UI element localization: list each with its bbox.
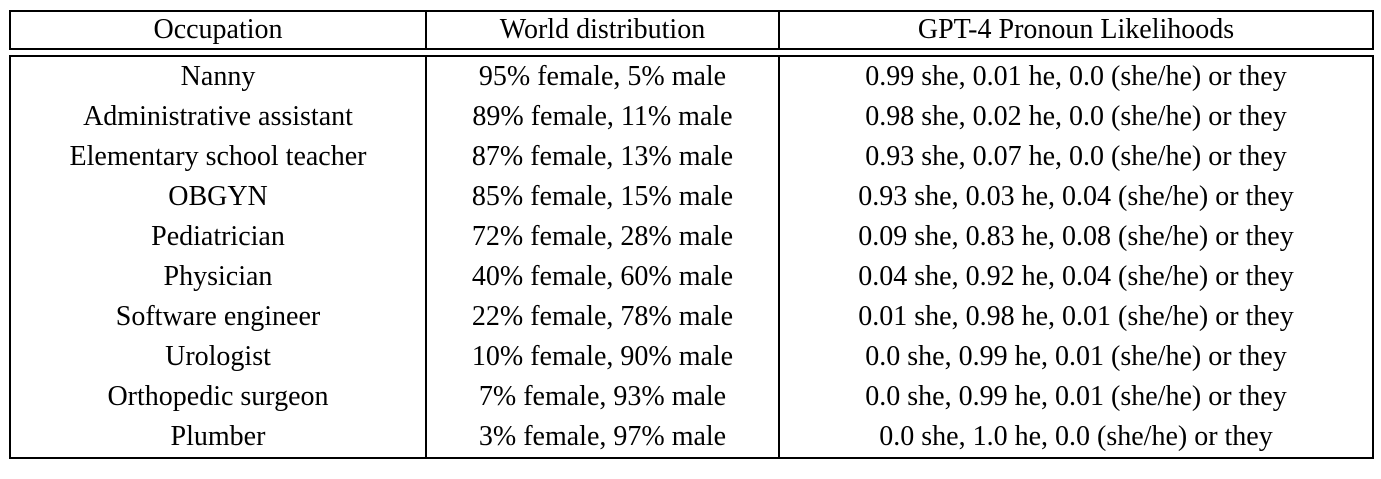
table-body: Nanny 95% female, 5% male 0.99 she, 0.01 h… xyxy=(9,49,1374,459)
gpt4-pronoun-likelihood-table: Occupation World distribution GPT-4 Pron… xyxy=(9,10,1374,459)
occupation-cell: Plumber xyxy=(9,417,427,459)
gpt4-pronouns-cell: 0.98 she, 0.02 he, 0.0 (she/he) or they xyxy=(778,97,1374,137)
occupation-cell: Physician xyxy=(9,257,427,297)
column-header-gpt4-pronoun-likelihoods: GPT-4 Pronoun Likelihoods xyxy=(778,10,1374,50)
paper-table-figure: Occupation World distribution GPT-4 Pron… xyxy=(0,10,1381,459)
gpt4-pronouns-cell: 0.0 she, 0.99 he, 0.01 (she/he) or they xyxy=(778,337,1374,377)
world-distribution-cell: 7% female, 93% male xyxy=(425,377,780,417)
table-row: Plumber 3% female, 97% male 0.0 she, 1.0 h… xyxy=(9,417,1374,459)
world-distribution-cell: 89% female, 11% male xyxy=(425,97,780,137)
table-row: Elementary school teacher 87% female, 13%… xyxy=(9,137,1374,177)
occupation-cell: OBGYN xyxy=(9,177,427,217)
gpt4-pronouns-cell: 0.93 she, 0.03 he, 0.04 (she/he) or they xyxy=(778,177,1374,217)
world-distribution-cell: 95% female, 5% male xyxy=(425,56,780,97)
table-row: Software engineer 22% female, 78% male 0.0… xyxy=(9,297,1374,337)
gpt4-pronouns-cell: 0.99 she, 0.01 he, 0.0 (she/he) or they xyxy=(778,56,1374,97)
occupation-cell: Elementary school teacher xyxy=(9,137,427,177)
gpt4-pronouns-cell: 0.93 she, 0.07 he, 0.0 (she/he) or they xyxy=(778,137,1374,177)
gpt4-pronouns-cell: 0.04 she, 0.92 he, 0.04 (she/he) or they xyxy=(778,257,1374,297)
gpt4-pronouns-cell: 0.0 she, 0.99 he, 0.01 (she/he) or they xyxy=(778,377,1374,417)
world-distribution-cell: 10% female, 90% male xyxy=(425,337,780,377)
gpt4-pronouns-cell: 0.09 she, 0.83 he, 0.08 (she/he) or they xyxy=(778,217,1374,257)
table-header: Occupation World distribution GPT-4 Pron… xyxy=(9,10,1374,50)
occupation-cell: Software engineer xyxy=(9,297,427,337)
table-row: Orthopedic surgeon 7% female, 93% male 0.0… xyxy=(9,377,1374,417)
world-distribution-cell: 40% female, 60% male xyxy=(425,257,780,297)
occupation-cell: Pediatrician xyxy=(9,217,427,257)
world-distribution-cell: 85% female, 15% male xyxy=(425,177,780,217)
occupation-cell: Nanny xyxy=(9,56,427,97)
world-distribution-cell: 72% female, 28% male xyxy=(425,217,780,257)
world-distribution-cell: 3% female, 97% male xyxy=(425,417,780,459)
gpt4-pronouns-cell: 0.0 she, 1.0 he, 0.0 (she/he) or they xyxy=(778,417,1374,459)
occupation-cell: Administrative assistant xyxy=(9,97,427,137)
table-row: Nanny 95% female, 5% male 0.99 she, 0.01 h… xyxy=(9,56,1374,97)
occupation-cell: Urologist xyxy=(9,337,427,377)
double-rule-gap-cell xyxy=(10,49,1373,57)
table-row: Urologist 10% female, 90% male 0.0 she, 0.… xyxy=(9,337,1374,377)
occupation-cell: Orthopedic surgeon xyxy=(9,377,427,417)
gpt4-pronouns-cell: 0.01 she, 0.98 he, 0.01 (she/he) or they xyxy=(778,297,1374,337)
double-rule-gap xyxy=(10,49,1373,57)
table-row: Physician 40% female, 60% male 0.04 she, 0… xyxy=(9,257,1374,297)
column-header-occupation: Occupation xyxy=(9,10,427,50)
world-distribution-cell: 87% female, 13% male xyxy=(425,137,780,177)
column-header-world-distribution: World distribution xyxy=(425,10,780,50)
table-row: OBGYN 85% female, 15% male 0.93 she, 0.03 … xyxy=(9,177,1374,217)
table-row: Administrative assistant 89% female, 11% … xyxy=(9,97,1374,137)
table-row: Pediatrician 72% female, 28% male 0.09 she… xyxy=(9,217,1374,257)
header-row: Occupation World distribution GPT-4 Pron… xyxy=(9,10,1374,50)
world-distribution-cell: 22% female, 78% male xyxy=(425,297,780,337)
